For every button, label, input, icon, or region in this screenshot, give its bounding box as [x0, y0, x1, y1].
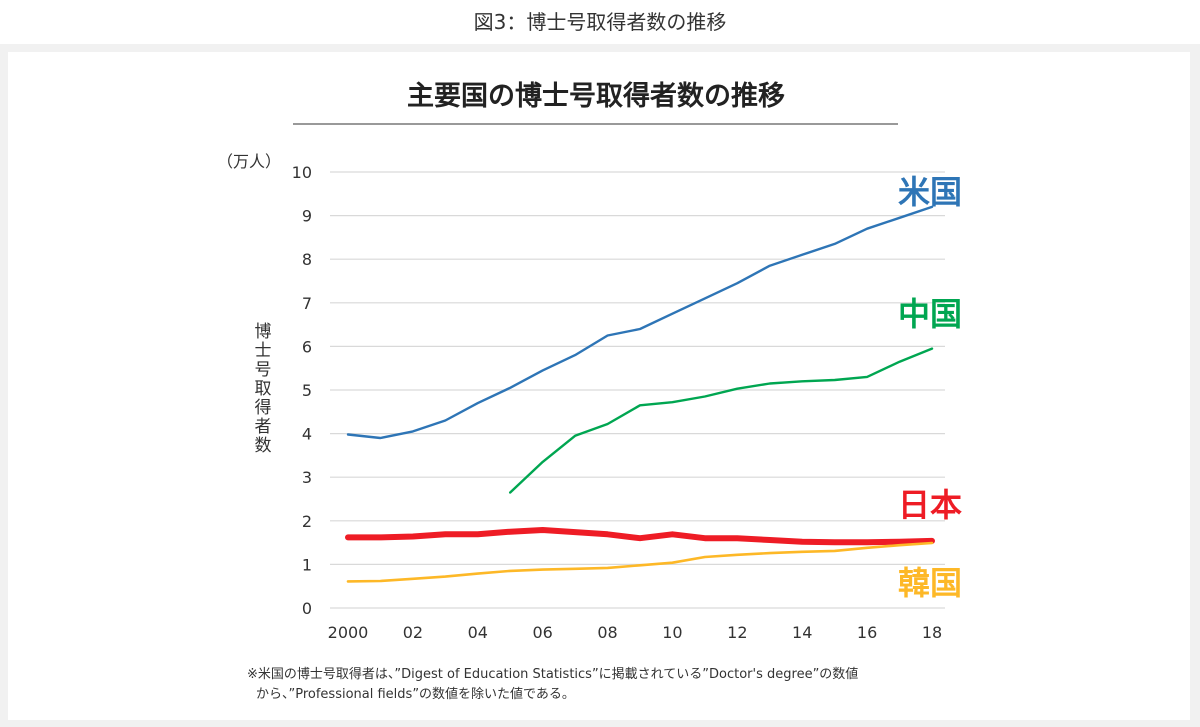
- x-tick-label: 18: [922, 623, 942, 642]
- y-tick-label: 6: [302, 337, 312, 356]
- x-tick-label: 02: [403, 623, 423, 642]
- y-tick-label: 3: [302, 468, 312, 487]
- y-tick-label: 10: [292, 163, 312, 182]
- chart-panel: [8, 52, 1190, 720]
- y-axis-label-char: 得: [255, 398, 272, 418]
- y-tick-label: 4: [302, 425, 312, 444]
- x-tick-label: 06: [532, 623, 552, 642]
- y-axis-label: 博士号取得者数: [255, 322, 272, 456]
- series-label-us: 米国: [898, 173, 962, 211]
- x-tick-label: 04: [468, 623, 488, 642]
- figure-caption: 図3：博士号取得者数の推移: [473, 10, 727, 34]
- x-tick-label: 08: [597, 623, 617, 642]
- series-label-kr: 韓国: [898, 564, 962, 602]
- footnote-line: から、”Professional fields”の数値を除いた値である。: [256, 686, 575, 702]
- x-tick-labels: 2000 02 04 06 08 10 12 14 16 18: [328, 623, 943, 642]
- x-tick-label: 12: [727, 623, 747, 642]
- y-tick-label: 9: [302, 207, 312, 226]
- series-label-cn: 中国: [898, 295, 962, 333]
- y-axis-label-char: 者: [255, 417, 272, 437]
- footnote-line: ※米国の博士号取得者は、”Digest of Education Statist…: [247, 666, 858, 682]
- chart-title: 主要国の博士号取得者数の推移: [407, 80, 785, 112]
- series-line-cn: [509, 347, 934, 494]
- y-tick-label: 8: [302, 250, 312, 269]
- x-tick-label: 10: [662, 623, 682, 642]
- gridlines: [330, 171, 945, 609]
- x-tick-label: 14: [792, 623, 812, 642]
- y-axis-label-char: 数: [255, 436, 272, 456]
- y-tick-label: 7: [302, 294, 312, 313]
- series-label-jp: 日本: [898, 486, 962, 524]
- y-tick-label: 0: [302, 599, 312, 618]
- series-line-jp: [345, 527, 935, 546]
- x-tick-label: 2000: [328, 623, 369, 642]
- y-axis-label-char: 士: [255, 341, 272, 361]
- y-axis-label-char: 号: [255, 360, 272, 380]
- y-axis-label-char: 博: [255, 322, 272, 342]
- series-line-us: [346, 205, 934, 440]
- y-tick-label: 5: [302, 381, 312, 400]
- series-lines: [345, 205, 935, 583]
- series-line-kr: [346, 541, 934, 583]
- unit-label: （万人）: [217, 152, 281, 171]
- y-tick-label: 1: [302, 555, 312, 574]
- y-tick-label: 2: [302, 512, 312, 531]
- y-tick-labels: 0 1 2 3 4 5 6 7 8 9 10: [292, 163, 312, 618]
- x-tick-label: 16: [857, 623, 877, 642]
- y-axis-label-char: 取: [255, 379, 272, 399]
- footnote: ※米国の博士号取得者は、”Digest of Education Statist…: [247, 666, 858, 702]
